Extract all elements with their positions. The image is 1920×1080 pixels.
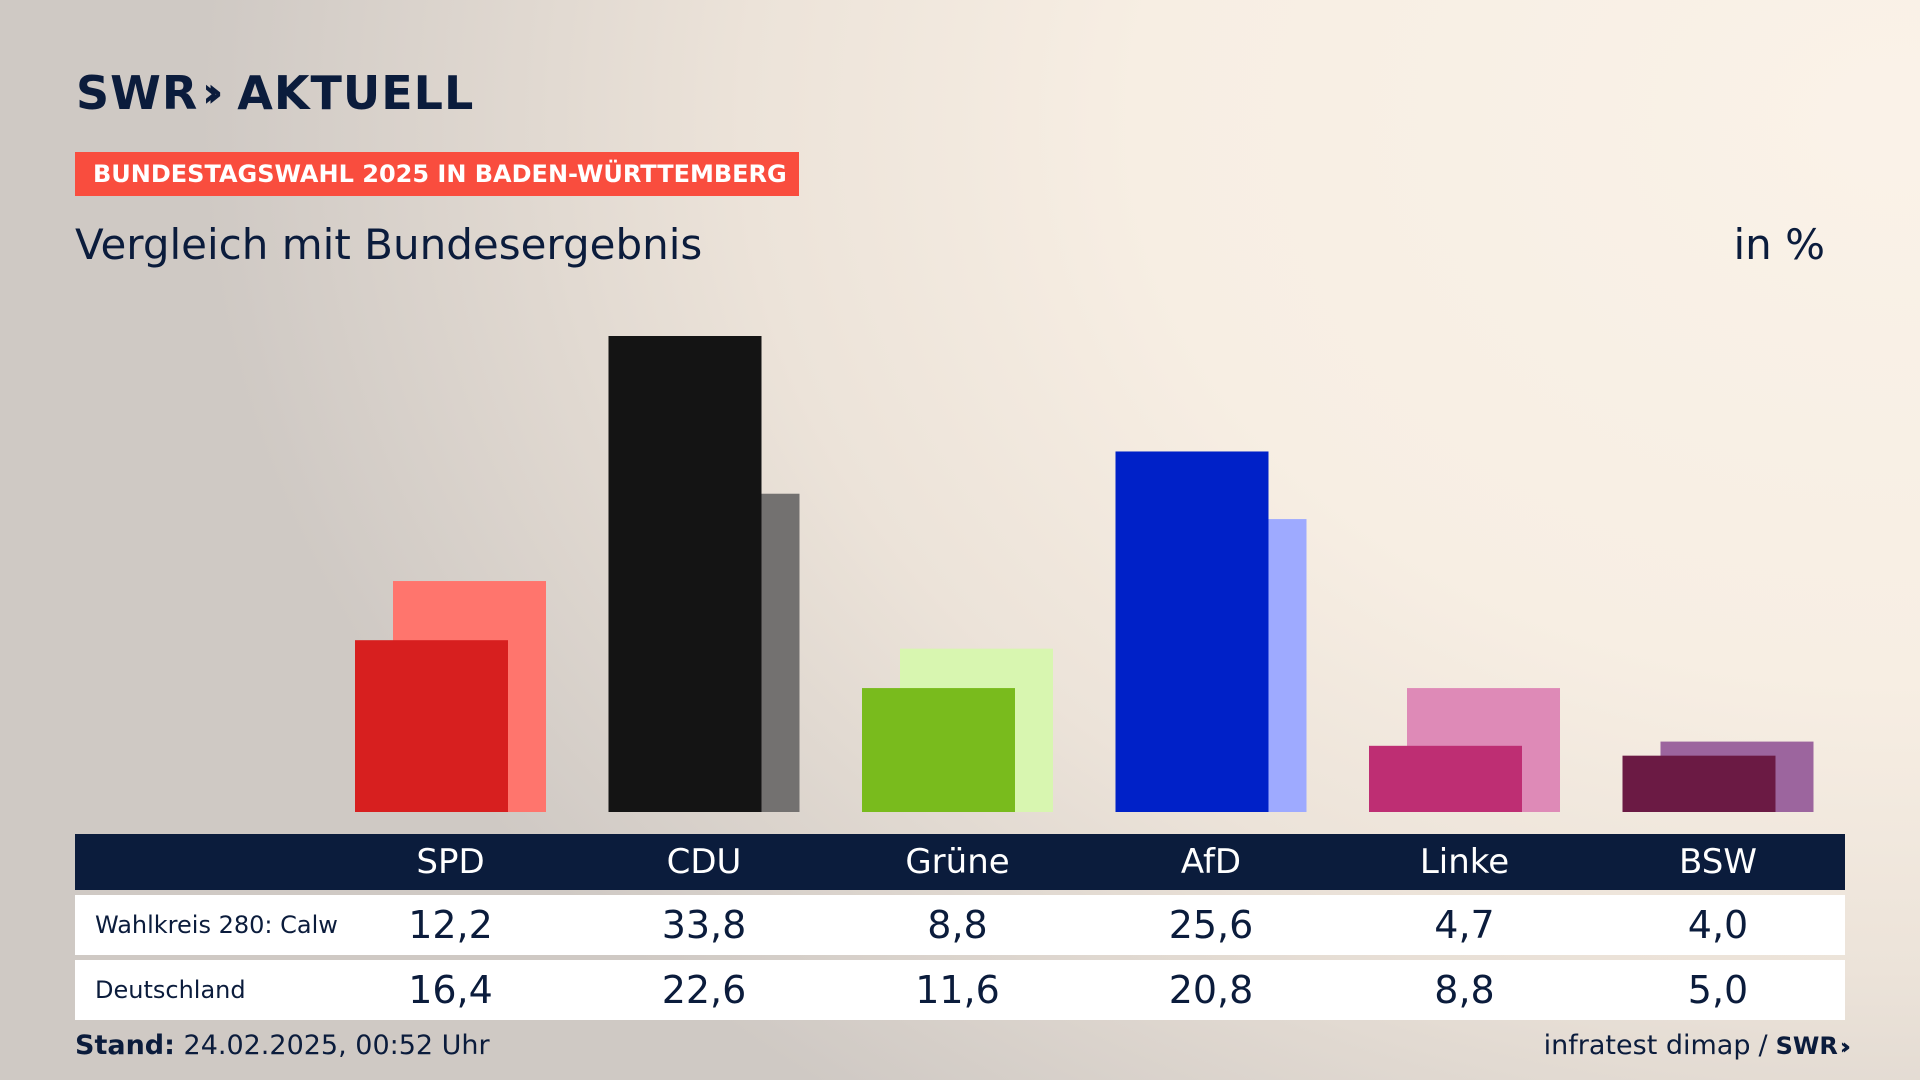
source-name: infratest dimap	[1543, 1030, 1751, 1061]
chart-title: Vergleich mit Bundesergebnis	[75, 220, 703, 269]
bar-wahlkreis-linke	[1369, 745, 1522, 812]
bar-wahlkreis-bsw	[1622, 755, 1776, 812]
party-label-cdu: CDU	[666, 842, 742, 882]
table-row-deutschland: Deutschland 16,4 22,6 11,6 20,8 8,8 5,0	[75, 960, 1845, 1020]
source-separator: /	[1758, 1030, 1768, 1061]
value-label-deutschland-cdu: 22,6	[661, 968, 747, 1012]
timestamp: Stand: 24.02.2025, 00:52 Uhr	[75, 1030, 490, 1061]
value-label-wahlkreis-spd: 12,2	[408, 903, 493, 947]
election-banner: BUNDESTAGSWAHL 2025 IN BADEN-WÜRTTEMBERG	[75, 152, 799, 196]
unit-label: in %	[1733, 220, 1825, 269]
value-label-deutschland-linke: 8,8	[1434, 968, 1495, 1012]
stand-label: Stand:	[75, 1030, 175, 1061]
value-label-wahlkreis-grüne: 8,8	[927, 903, 988, 947]
source-credit: infratest dimap / SWR››	[1543, 1030, 1852, 1061]
value-label-wahlkreis-linke: 4,7	[1434, 903, 1495, 947]
bar-wahlkreis-grüne	[862, 688, 1015, 812]
bar-wahlkreis-spd	[355, 640, 508, 812]
party-label-bsw: BSW	[1679, 842, 1757, 882]
party-label-afd: AfD	[1180, 842, 1242, 882]
table-header: SPD CDU Grüne AfD Linke BSW	[75, 834, 1845, 890]
party-label-grüne: Grüne	[905, 842, 1010, 882]
party-label-spd: SPD	[416, 842, 485, 882]
party-label-linke: Linke	[1419, 842, 1510, 882]
logo-brand: SWR ››	[76, 66, 223, 120]
value-label-wahlkreis-afd: 25,6	[1168, 903, 1254, 947]
value-label-deutschland-bsw: 5,0	[1687, 968, 1749, 1012]
value-label-deutschland-spd: 16,4	[408, 968, 493, 1012]
bar-wahlkreis-afd	[1115, 451, 1269, 812]
row-label: Wahlkreis 280: Calw	[95, 911, 338, 939]
stand-value: 24.02.2025, 00:52 Uhr	[183, 1030, 490, 1061]
bar-wahlkreis-cdu	[608, 336, 762, 812]
value-label-deutschland-afd: 20,8	[1168, 968, 1254, 1012]
logo-suffix: AKTUELL	[237, 66, 475, 120]
table-row-wahlkreis: Wahlkreis 280: Calw 12,2 33,8 8,8 25,6 4,7 4,…	[75, 895, 1845, 955]
value-label-deutschland-grüne: 11,6	[915, 968, 1000, 1012]
value-label-wahlkreis-bsw: 4,0	[1687, 903, 1749, 947]
row-label: Deutschland	[95, 976, 246, 1004]
chevrons-icon: ››	[1839, 1034, 1851, 1060]
results-table: SPD CDU Grüne AfD Linke BSW Wahlkreis 280: Ca…	[75, 834, 1845, 1020]
value-label-wahlkreis-cdu: 33,8	[661, 903, 747, 947]
swr-mini-logo: SWR››	[1775, 1031, 1852, 1060]
swr-aktuell-logo: SWR ›› AKTUELL	[76, 70, 474, 116]
